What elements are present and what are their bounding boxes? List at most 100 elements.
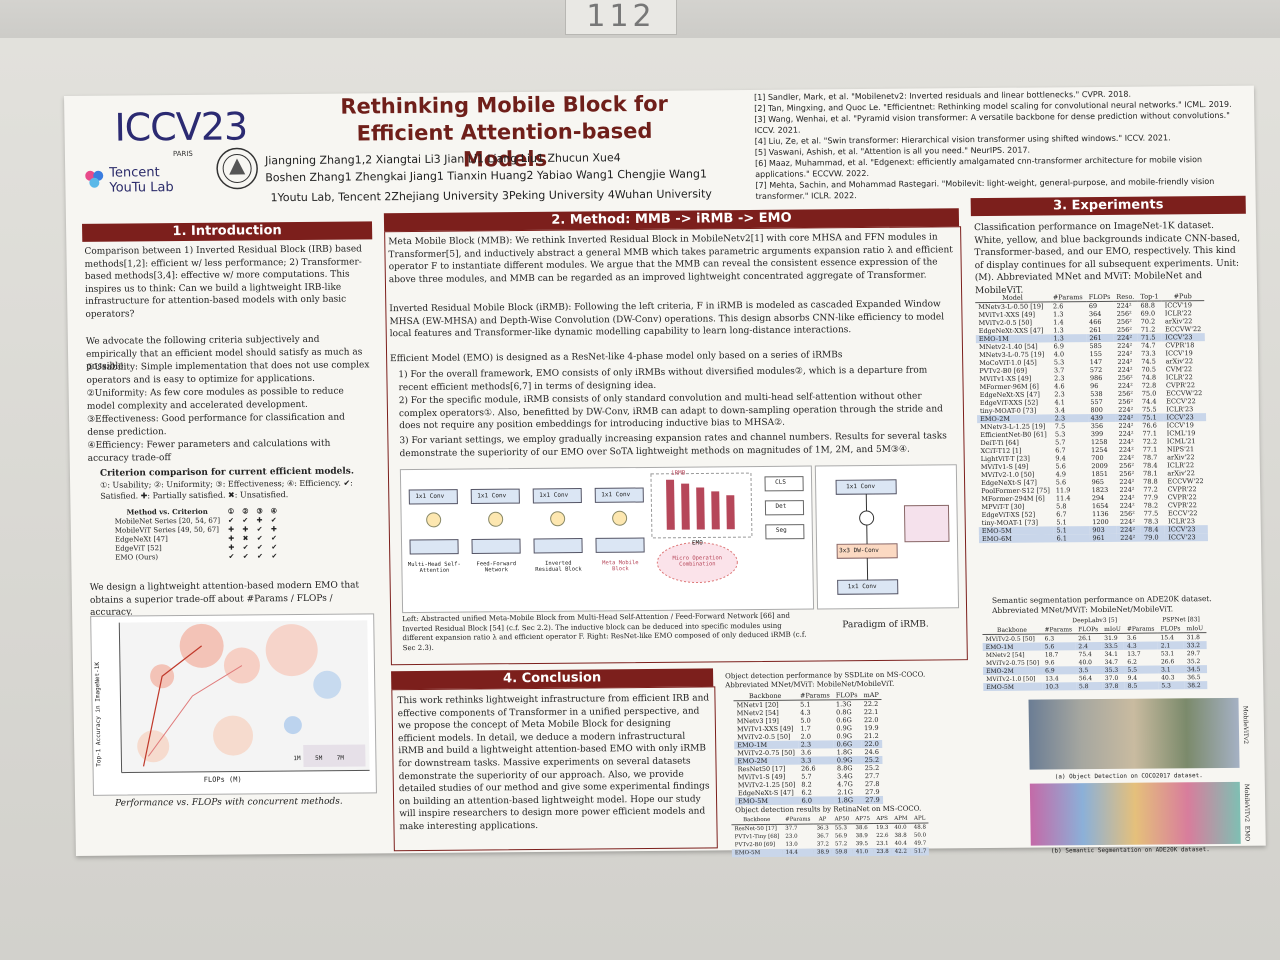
table-cell: 4.7G <box>837 780 853 789</box>
table-cell: 75.1 <box>1142 413 1157 422</box>
cell: ✔ <box>256 542 263 551</box>
table-cell: 76.6 <box>1142 421 1157 430</box>
table-cell: 15.4 <box>1160 633 1174 641</box>
table-cell: 6.0 <box>801 796 813 805</box>
conclusion-text: This work rethinks lightweight infrastru… <box>397 693 710 833</box>
table-cell: 31.9 <box>1104 634 1118 642</box>
table-cell: 35.2 <box>1186 657 1201 665</box>
table-cell: 40.0 <box>1078 658 1093 666</box>
cell: ✔ <box>242 551 249 560</box>
legend-item: 7M <box>336 754 345 762</box>
table-cell: 19.9 <box>864 723 879 733</box>
table-cell: 10.3 <box>1045 682 1059 691</box>
table-cell: 224² <box>1118 453 1135 462</box>
cell: EMO (Ours) <box>115 552 159 562</box>
table-cell: 23.1 <box>876 840 889 848</box>
table-cell: 224² <box>1119 477 1135 486</box>
iccv-logo: ICCV23 <box>114 104 248 150</box>
emo-label: EMO <box>691 539 703 547</box>
segmentation-visualization-image <box>1029 781 1241 846</box>
method-irmb: Inverted Residual Mobile Block (iRMB): F… <box>389 299 945 340</box>
block-label-irb: Inverted Residual Block <box>535 560 582 573</box>
table-cell: MViTv2-0.75 [50] <box>737 748 795 758</box>
column-header: mIoU <box>1183 624 1207 633</box>
plot-x-label: FLOPs (M) <box>203 775 242 784</box>
table-cell: 224² <box>1118 421 1134 430</box>
table-cell: 224² <box>1119 517 1136 526</box>
table-cell: 22.0 <box>863 715 879 725</box>
table-cell: ICCV'19 <box>1164 301 1193 310</box>
table-cell: 77.2 <box>1143 485 1158 494</box>
table-cell: 585 <box>1089 341 1102 351</box>
cell: ✚ <box>256 515 263 524</box>
table-cell: 36.3 <box>816 825 829 832</box>
conv-label: 1x1 Conv <box>477 492 507 500</box>
cell: MobileViT Series [49, 50, 67] <box>114 525 219 535</box>
vis-side-label: MobileViTv2 <box>1242 783 1251 823</box>
table-cell: EMO-5M <box>734 850 761 857</box>
table-cell: 155 <box>1089 349 1103 359</box>
column-header: AP50 <box>831 815 853 824</box>
seg-title: Semantic segmentation performance on ADE… <box>991 594 1212 615</box>
criterion-col: ③ <box>256 506 263 516</box>
table-cell: 1258 <box>1090 437 1108 447</box>
cell: ✔ <box>271 533 278 542</box>
task-cls: CLS <box>775 478 786 486</box>
table-cell: 147 <box>1089 357 1103 367</box>
table-cell: 903 <box>1092 525 1105 535</box>
table-cell: 224² <box>1119 485 1135 494</box>
dwconv-label: 3x3 DW-Conv <box>839 546 879 555</box>
table-cell: 439 <box>1090 413 1104 423</box>
column-header: FLOPs <box>1157 624 1184 634</box>
table-cell: 77.1 <box>1142 445 1158 454</box>
legend-item: 5M <box>315 754 323 762</box>
conv-label: 1x1 Conv <box>847 582 877 591</box>
table-cell: 59.8 <box>835 849 848 856</box>
cell: ✔ <box>242 542 249 551</box>
irmb-label: iRMB <box>670 469 686 477</box>
table-cell: 78.2 <box>1143 501 1159 510</box>
table-cell: 364 <box>1088 309 1102 319</box>
table-cell: 256² <box>1117 389 1134 398</box>
table-cell: 700 <box>1091 453 1104 463</box>
criterion-table: Method vs. Criterion ① ② ③ ④ MobileNet S… <box>110 506 281 561</box>
table-cell: 37.0 <box>1104 674 1119 682</box>
cell: ✔ <box>257 551 264 560</box>
table-cell: 2.4 <box>1078 642 1088 650</box>
table-cell: 224² <box>1118 445 1134 454</box>
table-cell: 29.7 <box>1186 649 1201 657</box>
column-header: #Params <box>1049 293 1086 302</box>
column-header: APL <box>910 814 929 824</box>
table-cell: 24.6 <box>864 747 880 757</box>
table-cell: 77.1 <box>1142 429 1158 438</box>
table-cell: 2.1 <box>1160 641 1171 649</box>
university-seal-icon <box>215 146 260 190</box>
legend-item: 1M <box>293 755 301 763</box>
seg-group-pspnet: PSPNet [83] <box>1162 616 1200 624</box>
vis-caption-b: (b) Semantic Segmentation on ADE20K data… <box>1050 846 1210 855</box>
conv-label: 1x1 Conv <box>601 491 631 499</box>
table-cell: 261 <box>1089 333 1102 343</box>
table-cell: 0.6G <box>836 740 853 749</box>
cell: ✔ <box>256 533 263 542</box>
affiliations: 1Youtu Lab, Tencent 2Zhejiang University… <box>270 187 712 205</box>
table-cell: 34.1 <box>1104 650 1118 658</box>
table-cell: 1200 <box>1092 517 1109 527</box>
table-cell: 224² <box>1118 429 1134 438</box>
column-header: #Params <box>796 691 833 701</box>
table-cell: 256² <box>1116 325 1132 334</box>
table-cell: 19.3 <box>876 824 889 832</box>
table-cell: 256² <box>1119 469 1135 478</box>
cell: MobileNet Series [20, 54, 67] <box>114 516 221 526</box>
vis-side-label: MobileViTv2 <box>1241 705 1250 745</box>
method-emo-1: 1) For the overall framework, EMO consis… <box>398 365 928 393</box>
table-cell: 37.8 <box>1104 682 1119 690</box>
vis-caption-a: (a) Object Detection on COCO2017 dataset… <box>1054 772 1203 781</box>
table-cell: 38.6 <box>855 825 868 832</box>
table-cell: 3.4G <box>837 772 853 781</box>
table-cell: 256² <box>1119 509 1135 518</box>
cloud-label: Micro Operation Combination <box>672 555 723 568</box>
table-cell: 27.9 <box>865 787 880 797</box>
table-cell: 965 <box>1091 477 1105 487</box>
table-cell: 256² <box>1117 397 1134 406</box>
